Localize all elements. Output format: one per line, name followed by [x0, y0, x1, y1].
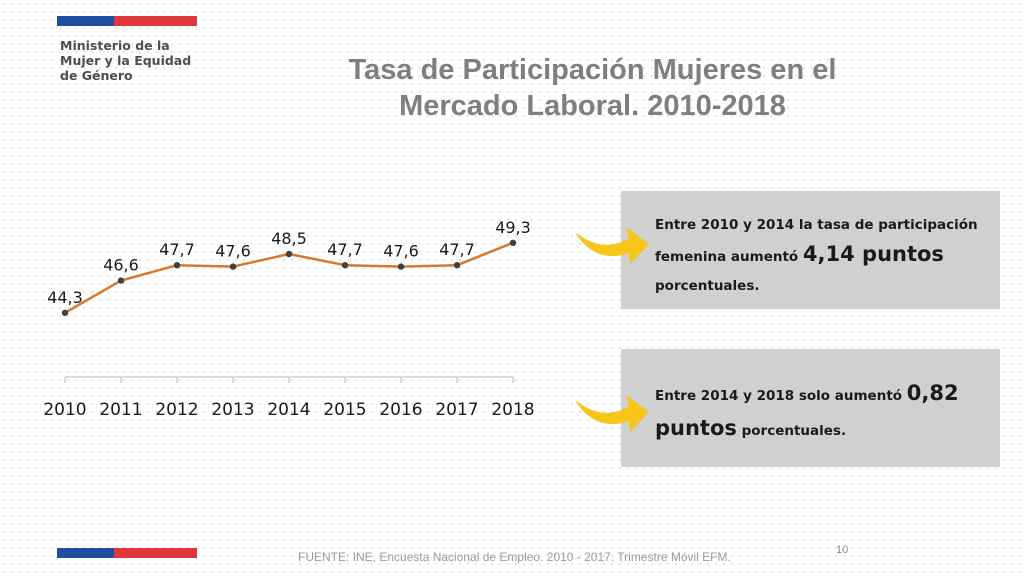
data-point [117, 277, 125, 284]
callout-box-1: Entre 2010 y 2014 la tasa de participaci… [621, 191, 1000, 309]
slide-title-line-2: Mercado Laboral. 2010-2018 [399, 90, 786, 122]
org-line-3: de Género [60, 68, 133, 83]
data-point [285, 250, 293, 258]
flag-red-segment [114, 548, 197, 558]
x-tick-label: 2011 [99, 400, 142, 420]
x-tick-label: 2018 [491, 400, 534, 420]
callout-1-highlight: 4,14 puntos [802, 242, 944, 266]
x-axis-labels: 2010 2011 2012 2013 2014 2015 2016 2017 2018 [43, 400, 534, 420]
flag-red-segment [114, 16, 197, 26]
callout-2-text-after: porcentuales. [736, 423, 847, 439]
slide-title-line-1: Tasa de Participación Mujeres en el [348, 54, 837, 86]
data-label: 47,7 [439, 240, 475, 259]
slide-title: Tasa de Participación Mujeres en el Merc… [300, 52, 885, 124]
data-label: 47,7 [327, 240, 363, 259]
yellow-arrow-icon [575, 395, 649, 432]
x-tick-label: 2014 [267, 400, 310, 420]
data-label: 46,6 [103, 256, 139, 275]
x-tick-label: 2010 [43, 400, 86, 420]
data-label: 49,3 [495, 218, 531, 237]
data-point [61, 309, 69, 316]
data-point [509, 239, 517, 246]
source-note: FUENTE: INE, Encuesta Nacional de Empleo… [298, 550, 731, 564]
callout-2-highlight: 0,82 puntos [655, 381, 959, 440]
x-tick-label: 2015 [323, 400, 366, 420]
data-point [397, 263, 405, 270]
x-tick-label: 2012 [155, 400, 198, 420]
data-label: 47,6 [215, 242, 251, 261]
data-label: 48,5 [271, 229, 307, 248]
flag-stripe-bottom [57, 548, 197, 558]
page-number: 10 [836, 544, 849, 556]
flag-blue-segment [57, 16, 114, 26]
x-axis-ticks [64, 377, 514, 383]
data-label: 47,6 [383, 242, 419, 261]
data-point [341, 262, 349, 269]
data-labels: 44,3 46,6 47,7 47,6 48,5 47,7 47,6 47,7 49,3 [47, 218, 531, 307]
org-line-1: Ministerio de la [60, 38, 170, 53]
callout-box-2: Entre 2014 y 2018 solo aumentó 0,82 punt… [621, 349, 1000, 467]
x-tick-label: 2013 [211, 400, 254, 420]
participation-line-chart: 44,3 46,6 47,7 47,6 48,5 47,7 47,6 47,7 49,3 201… [43, 218, 534, 420]
x-tick-label: 2017 [435, 400, 478, 420]
data-label: 44,3 [47, 288, 83, 307]
callout-1-text-before: Entre 2010 y 2014 la tasa de participaci… [655, 217, 978, 265]
callout-1-text-after: porcentuales. [655, 278, 760, 294]
data-point [453, 262, 461, 269]
flag-blue-segment [57, 548, 114, 558]
data-point [229, 263, 237, 270]
yellow-arrow-icon [575, 227, 649, 264]
ministry-logo-text: Ministerio de la Mujer y la Equidad de G… [60, 38, 220, 83]
flag-stripe-top [57, 16, 197, 26]
callout-2-text-before: Entre 2014 y 2018 solo aumentó [655, 388, 907, 404]
data-point [173, 262, 181, 269]
data-points [61, 239, 517, 316]
callout-1-text: Entre 2010 y 2014 la tasa de participaci… [655, 211, 990, 301]
data-label: 47,7 [159, 240, 195, 259]
callout-2-text: Entre 2014 y 2018 solo aumentó 0,82 punt… [655, 377, 990, 447]
org-line-2: Mujer y la Equidad [60, 53, 192, 68]
x-tick-label: 2016 [379, 400, 422, 420]
